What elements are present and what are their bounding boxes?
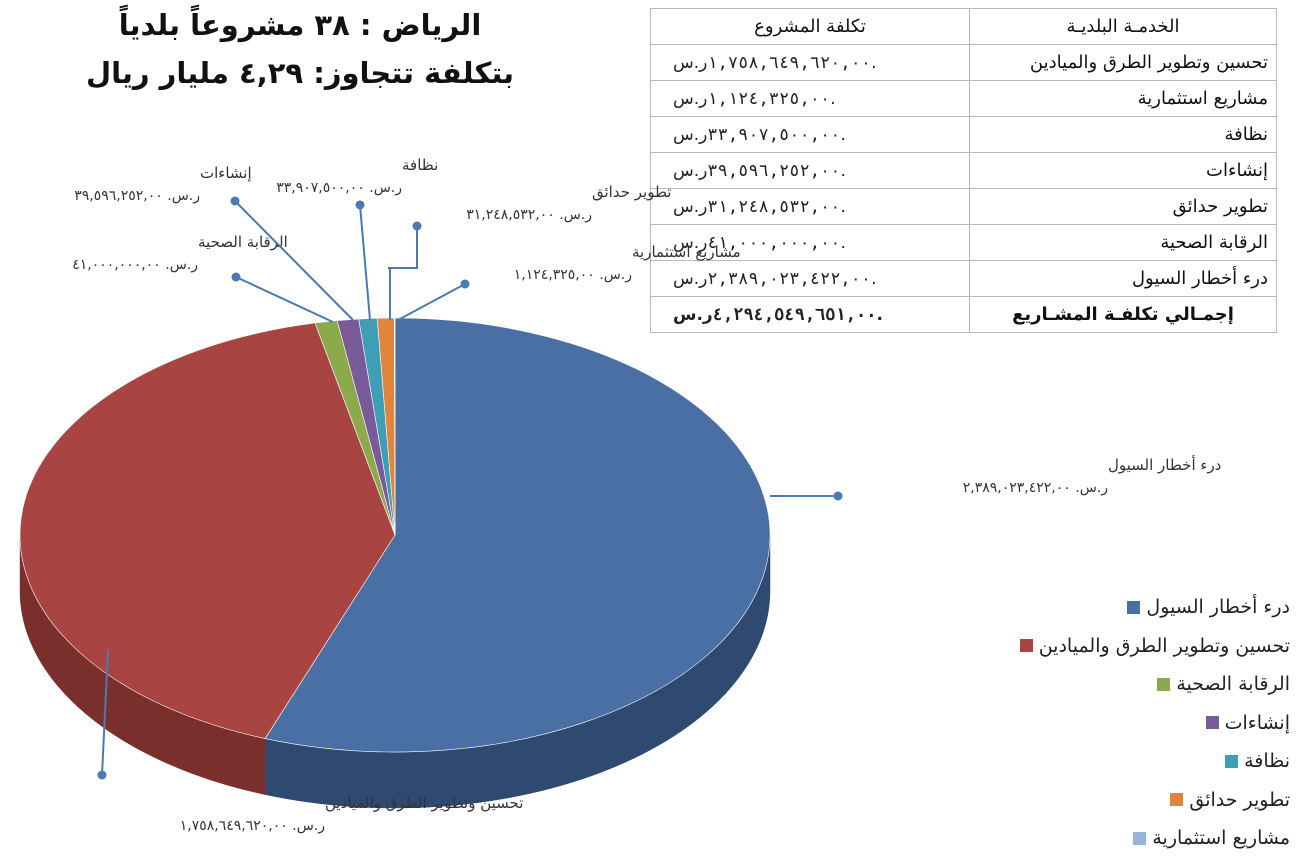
service-cell: درء أخطار السيول [969, 260, 1277, 297]
service-cell: الرقابة الصحية [969, 224, 1277, 261]
table-row: إنشاءات ٣٩,٥٩٦,٢٥٢,٠٠ر.س. [650, 152, 1277, 189]
currency-label: ر.س. [673, 196, 846, 217]
legend-swatch [1133, 831, 1147, 845]
slice-value-label: ر.س. ١,٧٥٨,٦٤٩,٦٢٠,٠٠ [180, 818, 325, 834]
currency-label: ر.س. [673, 52, 877, 73]
legend-item: تطوير حدائق [970, 781, 1290, 820]
amount-cell: ٢,٣٨٩,٠٢٣,٤٢٢,٠٠ر.س. [650, 260, 970, 297]
leader-line [359, 204, 371, 321]
currency-label: ر.س. [673, 304, 883, 325]
header-service: الخدمـة البلديـة [969, 8, 1277, 45]
pie-slice [264, 317, 771, 753]
legend-item: إنشاءات [970, 704, 1290, 743]
leader-line [235, 276, 334, 323]
legend-swatch [1205, 716, 1219, 730]
slice-name-label: تحسين وتطوير الطرق والميادين [325, 794, 523, 812]
slice-name-label: مشاريع استثمارية [632, 243, 741, 261]
service-cell: نظافة [969, 116, 1277, 153]
leader-line [397, 283, 466, 321]
slice-value-label: ر.س. ٢,٣٨٩,٠٢٣,٤٢٢,٠٠ [963, 480, 1108, 496]
amount-cell: ١,١٢٤,٣٢٥,٠٠ر.س. [650, 80, 970, 117]
slice-value-label: ر.س. ٣٩,٥٩٦,٢٥٢,٠٠ [74, 188, 200, 204]
header-cost: تكلفة المشروع [650, 8, 970, 45]
legend-label: الرقابة الصحية [1176, 673, 1290, 696]
leader-dot [230, 196, 240, 206]
slice-name-label: نظافة [402, 156, 438, 174]
currency-label: ر.س. [673, 268, 877, 289]
leader-line [388, 226, 418, 320]
legend-label: نظافة [1244, 750, 1290, 773]
slice-value-label: ر.س. ٣١,٢٤٨,٥٣٢,٠٠ [466, 207, 592, 223]
table-header-row: الخدمـة البلديـة تكلفة المشروع [650, 8, 1277, 45]
legend-item: الرقابة الصحية [970, 665, 1290, 704]
service-cell: إنشاءات [969, 152, 1277, 189]
legend-item: مشاريع استثمارية [970, 819, 1290, 858]
amount-value: ٣١,٢٤٨,٥٣٢,٠٠ [707, 196, 841, 217]
amount-value: ١,٧٥٨,٦٤٩,٦٢٠,٠٠ [707, 52, 872, 73]
currency-label: ر.س. [673, 124, 846, 145]
chart-title-line2: بتكلفة تتجاوز: ٤,٢٩ مليار ريال [85, 56, 515, 90]
legend-item: نظافة [970, 742, 1290, 781]
amount-cell: ١,٧٥٨,٦٤٩,٦٢٠,٠٠ر.س. [650, 44, 970, 81]
currency-label: ر.س. [673, 232, 846, 253]
slice-value-label: ر.س. ٣٣,٩٠٧,٥٠٠,٠٠ [276, 180, 402, 196]
leader-dot [460, 279, 470, 289]
leader-dot [412, 221, 422, 231]
amount-cell: ٣٩,٥٩٦,٢٥٢,٠٠ر.س. [650, 152, 970, 189]
leader-line [101, 649, 109, 776]
total-amount-value: ٤,٢٩٤,٥٤٩,٦٥١,٠٠ [712, 304, 877, 325]
legend-swatch [1019, 639, 1033, 653]
leader-dot [231, 272, 241, 282]
slice-value-label: ر.س. ١,١٢٤,٣٢٥,٠٠ [514, 267, 632, 283]
table-row: تطوير حدائق ٣١,٢٤٨,٥٣٢,٠٠ر.س. [650, 188, 1277, 225]
amount-cell: ٤١,٠٠٠,٠٠٠,٠٠ر.س. [650, 224, 970, 261]
slice-name-label: تطوير حدائق [592, 183, 671, 201]
cost-table: الخدمـة البلديـة تكلفة المشروع تحسين وتط… [650, 8, 1277, 333]
table-row: درء أخطار السيول ٢,٣٨٩,٠٢٣,٤٢٢,٠٠ر.س. [650, 260, 1277, 297]
chart-title-line1: الرياض : ٣٨ مشروعاً بلدياً [118, 8, 482, 42]
legend-swatch [1157, 677, 1171, 691]
slice-name-label: إنشاءات [200, 164, 252, 182]
legend-label: تطوير حدائق [1189, 788, 1290, 811]
slice-value-label: ر.س. ٤١,٠٠٠,٠٠٠,٠٠ [72, 257, 198, 273]
total-amount-cell: ٤,٢٩٤,٥٤٩,٦٥١,٠٠ر.س. [650, 296, 970, 333]
amount-cell: ٣١,٢٤٨,٥٣٢,٠٠ر.س. [650, 188, 970, 225]
leader-dot [833, 491, 843, 501]
currency-label: ر.س. [673, 88, 836, 109]
leader-line [234, 200, 354, 321]
service-cell: تحسين وتطوير الطرق والميادين [969, 44, 1277, 81]
table-row: تحسين وتطوير الطرق والميادين ١,٧٥٨,٦٤٩,٦٢… [650, 44, 1277, 81]
amount-value: ٢,٣٨٩,٠٢٣,٤٢٢,٠٠ [707, 268, 872, 289]
chart-legend: درء أخطار السيول تحسين وتطوير الطرق والمي… [970, 588, 1290, 858]
amount-value: ١,١٢٤,٣٢٥,٠٠ [707, 88, 831, 109]
pie-slice [394, 317, 396, 536]
pie-slice [19, 322, 396, 739]
legend-item: درء أخطار السيول [970, 588, 1290, 627]
total-label: إجمـالي تكلفـة المشـاريع [969, 296, 1277, 333]
legend-item: تحسين وتطوير الطرق والميادين [970, 627, 1290, 666]
service-cell: تطوير حدائق [969, 188, 1277, 225]
currency-label: ر.س. [673, 160, 846, 181]
amount-value: ٣٣,٩٠٧,٥٠٠,٠٠ [707, 124, 841, 145]
slice-name-label: الرقابة الصحية [198, 233, 288, 251]
table-row: الرقابة الصحية ٤١,٠٠٠,٠٠٠,٠٠ر.س. [650, 224, 1277, 261]
leader-dot [355, 200, 365, 210]
legend-label: درء أخطار السيول [1146, 596, 1290, 619]
slice-name-label: درء أخطار السيول [1108, 455, 1221, 474]
legend-swatch [1170, 793, 1184, 807]
legend-swatch [1127, 600, 1141, 614]
total-row: إجمـالي تكلفـة المشـاريع ٤,٢٩٤,٥٤٩,٦٥١,٠٠… [650, 296, 1277, 333]
amount-value: ٣٩,٥٩٦,٢٥٢,٠٠ [707, 160, 841, 181]
legend-swatch [1225, 754, 1239, 768]
table-row: نظافة ٣٣,٩٠٧,٥٠٠,٠٠ر.س. [650, 116, 1277, 153]
leader-dot [97, 770, 107, 780]
legend-label: تحسين وتطوير الطرق والميادين [1038, 634, 1290, 657]
legend-label: مشاريع استثمارية [1152, 827, 1290, 850]
amount-value: ٤١,٠٠٠,٠٠٠,٠٠ [707, 232, 841, 253]
legend-label: إنشاءات [1224, 711, 1290, 734]
